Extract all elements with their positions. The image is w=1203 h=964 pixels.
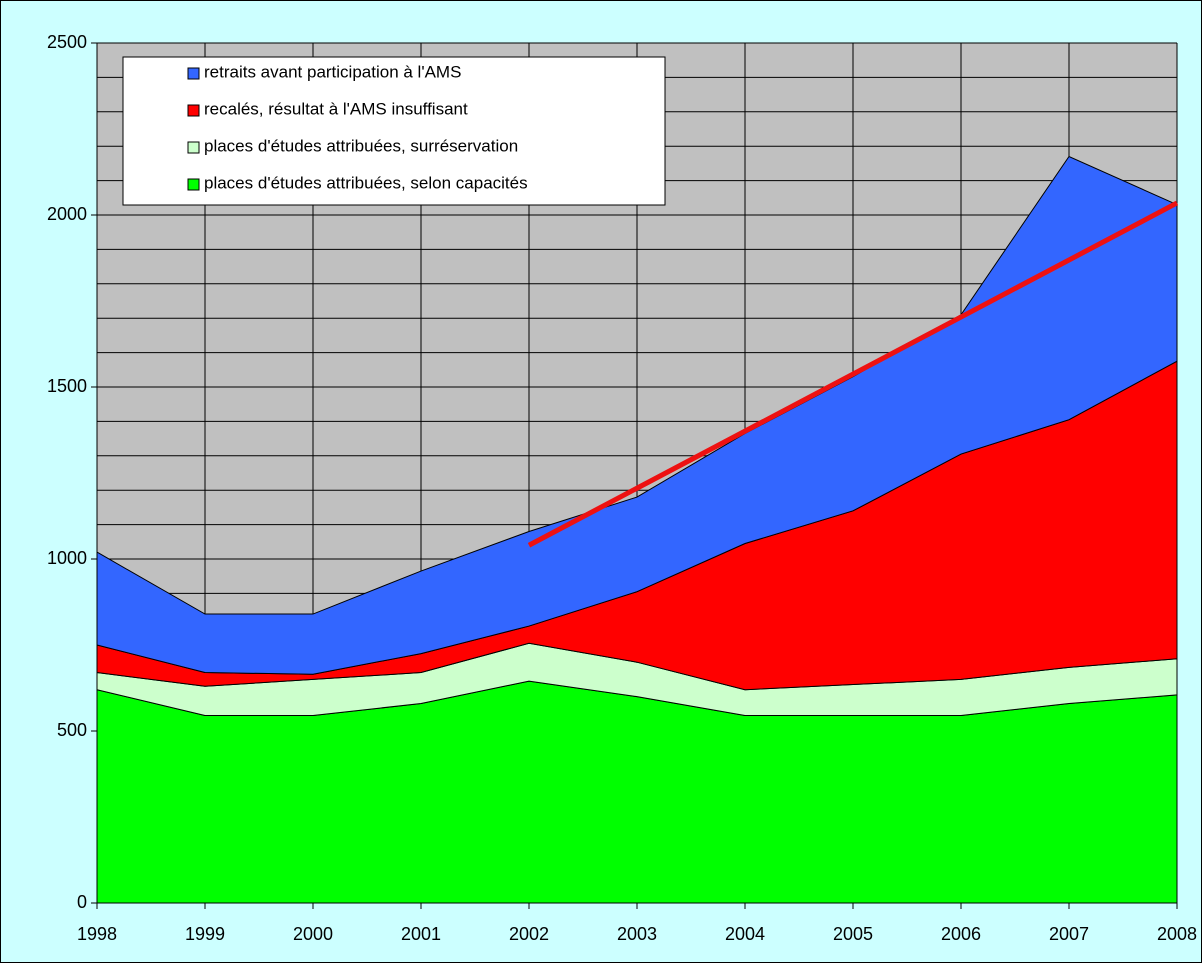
- y-tick-label: 2500: [47, 32, 87, 52]
- area: [96, 155, 1178, 675]
- x-tick-label: 2008: [1157, 924, 1197, 944]
- y-tick-label: 1000: [47, 548, 87, 568]
- x-tick-label: 2007: [1049, 924, 1089, 944]
- x-tick-label: 2006: [941, 924, 981, 944]
- x-tick-label: 2000: [293, 924, 333, 944]
- legend-label: retraits avant participation à l'AMS: [204, 62, 461, 81]
- y-tick-label: 0: [77, 892, 87, 912]
- trend-line: [527, 200, 1179, 548]
- x-tick-label: 1999: [185, 924, 225, 944]
- x-tick-label: 2004: [725, 924, 765, 944]
- y-tick-label: 500: [57, 720, 87, 740]
- legend-label: recalés, résultat à l'AMS insuffisant: [204, 99, 468, 118]
- x-tick-label: 2003: [617, 924, 657, 944]
- legend-swatch: [187, 141, 200, 154]
- legend-swatch: [187, 178, 200, 191]
- legend-swatch: [187, 67, 200, 80]
- y-tick-label: 2000: [47, 204, 87, 224]
- legend-swatch: [187, 104, 200, 117]
- x-tick-label: 2005: [833, 924, 873, 944]
- x-tick-label: 2001: [401, 924, 441, 944]
- legend-label: places d'études attribuées, surréservati…: [204, 136, 518, 155]
- x-tick-label: 2002: [509, 924, 549, 944]
- legend-box: [122, 56, 666, 206]
- y-tick-label: 1500: [47, 376, 87, 396]
- x-tick-label: 1998: [77, 924, 117, 944]
- legend-label: places d'études attribuées, selon capaci…: [204, 173, 528, 192]
